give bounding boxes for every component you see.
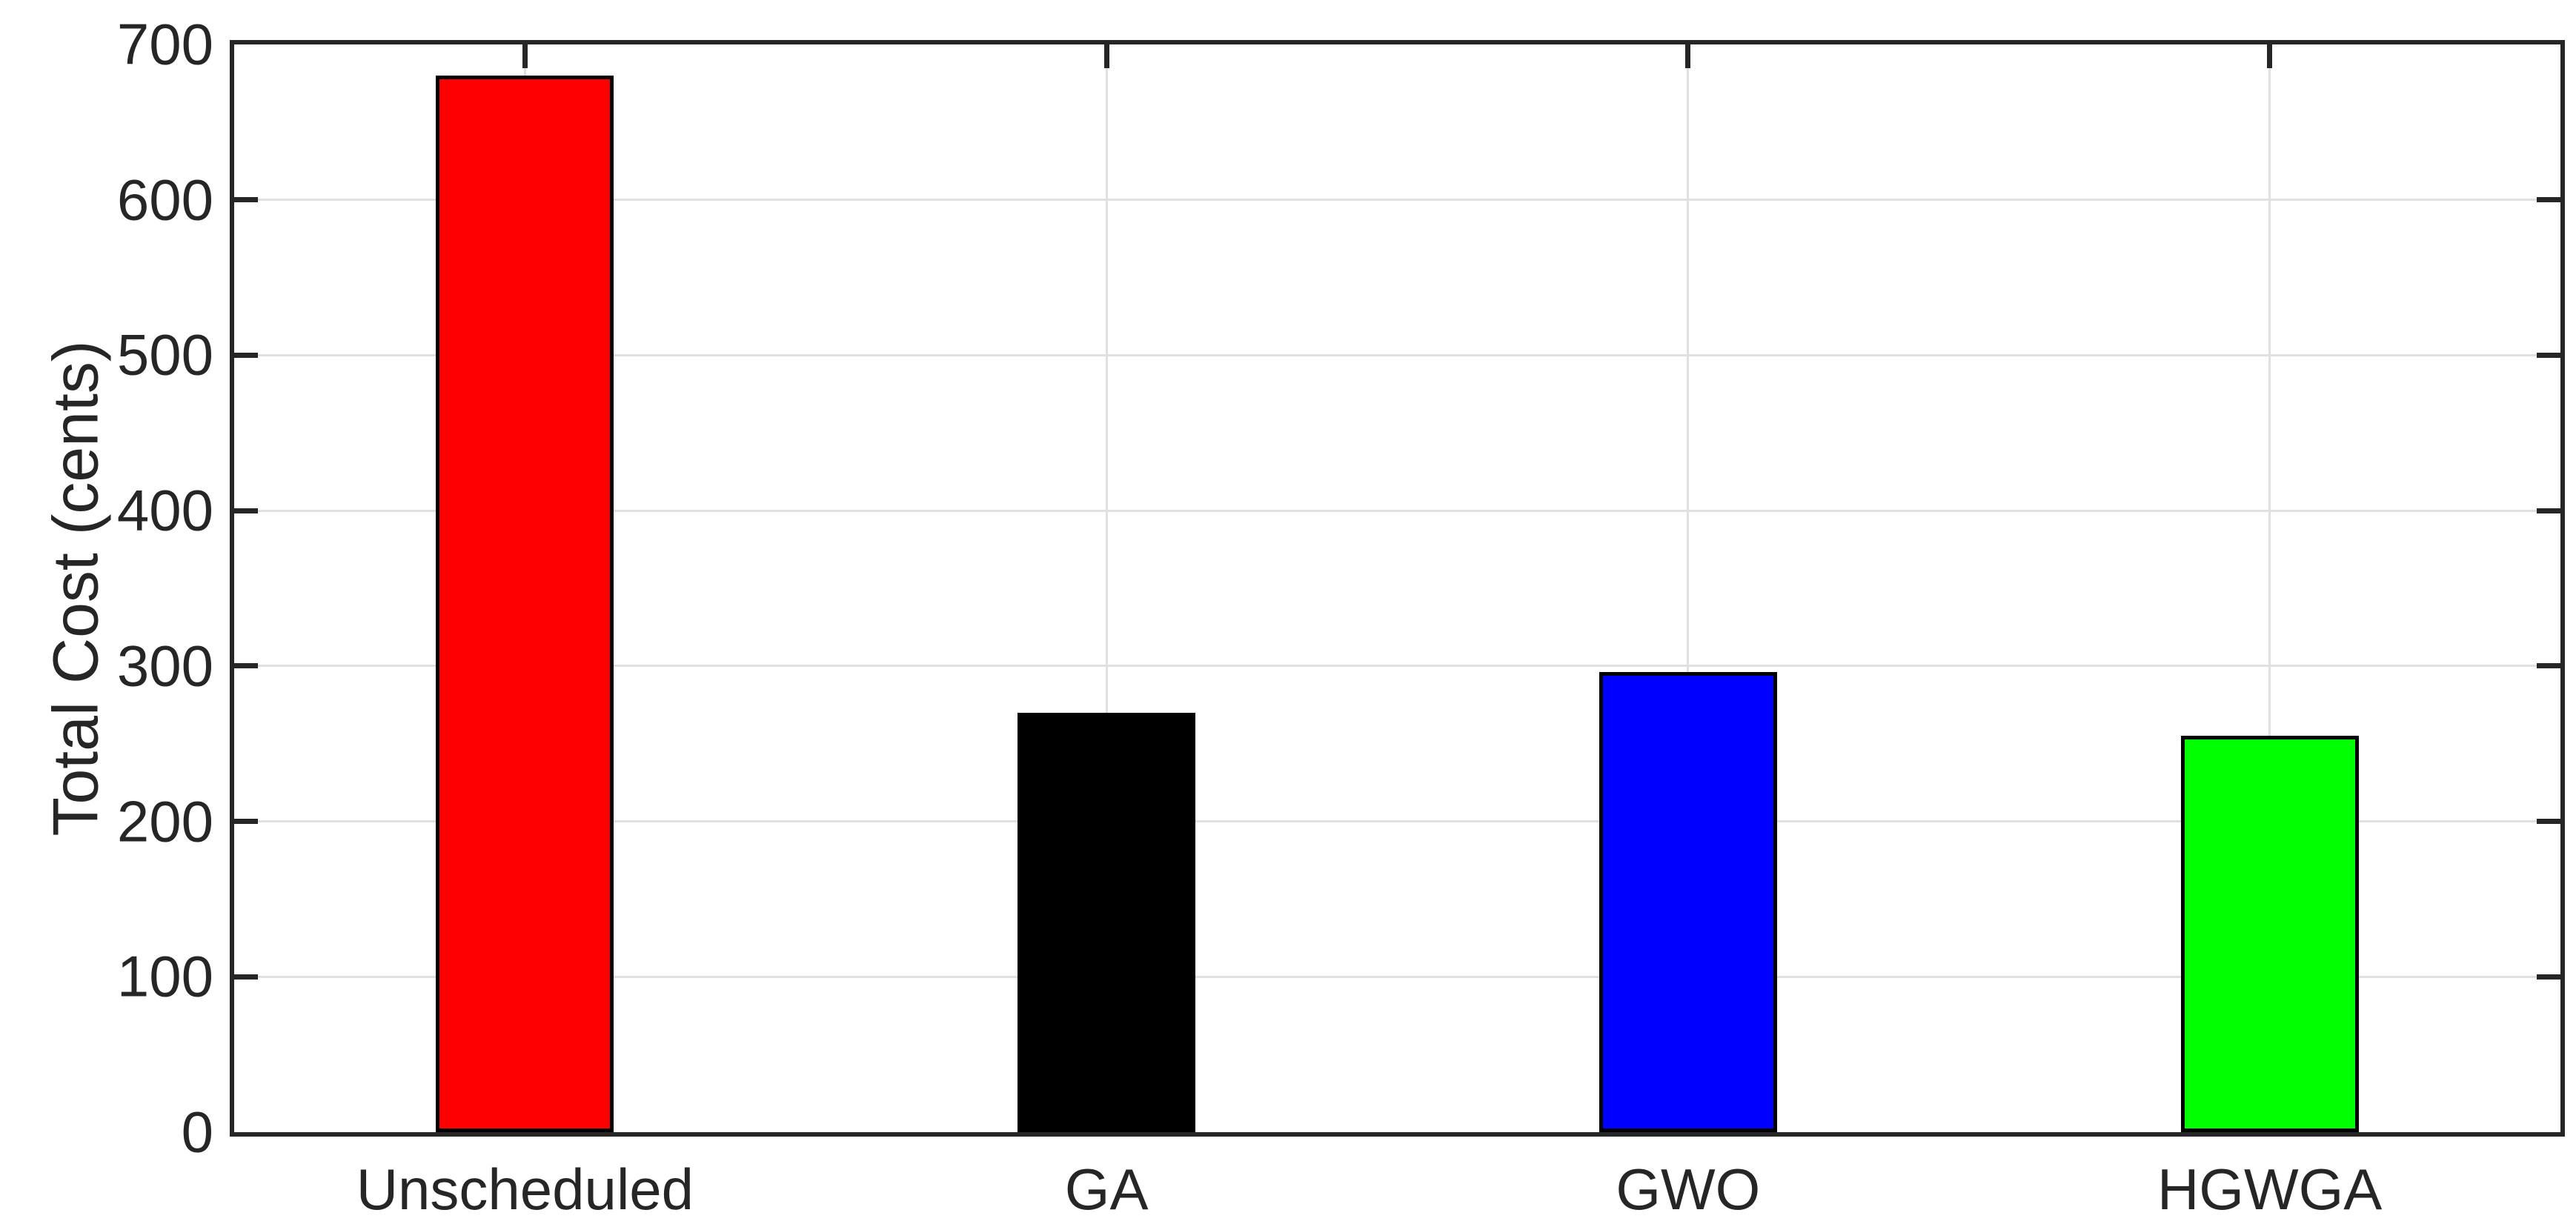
bar-hgwga — [2180, 736, 2359, 1132]
x-axis-tick-top — [1103, 44, 1109, 68]
bar-gwo — [1599, 672, 1777, 1132]
y-axis-tick-right — [2537, 663, 2560, 669]
y-gridline — [234, 199, 2560, 202]
y-axis-tick-left — [234, 352, 258, 358]
y-axis-tick-left — [234, 508, 258, 513]
x-gridline — [2268, 44, 2271, 1132]
y-axis-tick-left — [234, 663, 258, 669]
y-tick-label: 700 — [116, 11, 213, 77]
y-axis-tick-right — [2537, 974, 2560, 980]
y-gridline — [234, 509, 2560, 512]
y-tick-label: 500 — [116, 322, 213, 388]
y-tick-label: 400 — [116, 477, 213, 543]
x-gridline — [1105, 44, 1108, 1132]
y-axis-tick-left — [234, 819, 258, 825]
y-gridline — [234, 665, 2560, 668]
x-tick-label-gwo: GWO — [1616, 1157, 1761, 1222]
y-gridline — [234, 975, 2560, 978]
y-axis-tick-right — [2537, 352, 2560, 358]
y-tick-label: 200 — [116, 788, 213, 854]
x-axis-tick-top — [522, 44, 528, 68]
y-axis-label: Total Cost (cents) — [40, 340, 112, 837]
y-gridline — [234, 820, 2560, 823]
y-tick-label: 0 — [181, 1099, 213, 1165]
y-axis-tick-left — [234, 974, 258, 980]
y-axis-tick-left — [234, 197, 258, 203]
bar-ga — [1018, 712, 1196, 1132]
x-tick-label-hgwga: HGWGA — [2157, 1157, 2383, 1222]
bar-unscheduled — [436, 75, 614, 1132]
x-axis-tick-top — [1685, 44, 1691, 68]
y-tick-label: 300 — [116, 633, 213, 699]
y-tick-label: 100 — [116, 943, 213, 1009]
plot-area — [230, 40, 2565, 1137]
y-gridline — [234, 353, 2560, 356]
x-tick-label-unscheduled: Unscheduled — [356, 1157, 694, 1222]
x-axis-tick-top — [2267, 44, 2273, 68]
y-axis-tick-right — [2537, 819, 2560, 825]
y-tick-label: 600 — [116, 167, 213, 233]
y-axis-tick-right — [2537, 508, 2560, 513]
y-axis-tick-right — [2537, 197, 2560, 203]
x-gridline — [1687, 44, 1690, 1132]
x-tick-label-ga: GA — [1064, 1157, 1149, 1222]
